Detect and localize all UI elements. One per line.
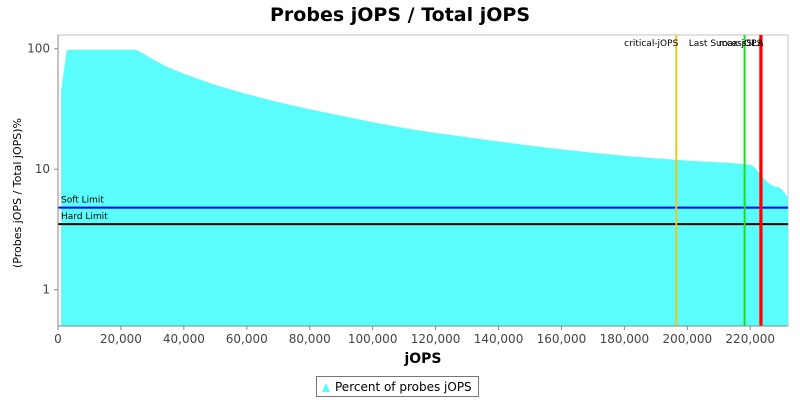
y-tick-label-2: 100 [27, 42, 50, 56]
x-tick-label-10: 200,000 [662, 332, 712, 346]
series-area-0 [61, 49, 789, 327]
marker-label-0: critical-jOPS [624, 39, 678, 49]
marker-label-1: Last Success [689, 39, 747, 49]
marker-label-3: SLA [746, 39, 764, 49]
limit-lines: Soft Limit Hard Limit [58, 196, 788, 226]
marker-label-2: max-jOPS [719, 39, 763, 49]
x-tick-label-3: 60,000 [226, 332, 268, 346]
x-tick-label-7: 140,000 [474, 332, 524, 346]
chart-title: Probes jOPS / Total jOPS [270, 4, 530, 26]
x-tick-label-8: 160,000 [537, 332, 587, 346]
x-tick-label-4: 80,000 [289, 332, 331, 346]
x-tick-label-9: 180,000 [600, 332, 650, 346]
legend-label: Percent of probes jOPS [335, 379, 472, 394]
y-tick-label-0: 1 [42, 283, 50, 297]
limit-label-0: Soft Limit [61, 196, 104, 206]
x-tick-label-11: 220,000 [725, 332, 775, 346]
x-tick-label-1: 20,000 [100, 332, 142, 346]
x-tick-label-6: 120,000 [411, 332, 461, 346]
x-tick-label-0: 0 [54, 332, 62, 346]
y-ticks: 1 10 100 [27, 42, 58, 297]
legend-swatch [322, 382, 330, 392]
area-layer [61, 49, 789, 327]
x-tick-label-5: 100,000 [348, 332, 398, 346]
y-tick-label-1: 10 [35, 162, 50, 176]
limit-label-1: Hard Limit [61, 212, 108, 222]
legend: Percent of probes jOPS [316, 376, 479, 397]
x-ticks: 0 20,000 40,000 60,000 80,000 100,000 120,000 1… [54, 326, 775, 346]
y-axis-label: (Probes jOPS / Total jOPS)% [11, 118, 24, 268]
x-axis-label: jOPS [403, 351, 441, 367]
x-tick-label-2: 40,000 [163, 332, 205, 346]
